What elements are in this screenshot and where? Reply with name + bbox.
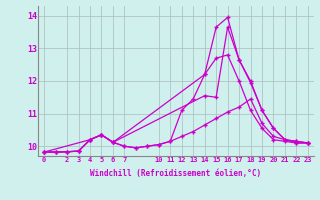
X-axis label: Windchill (Refroidissement éolien,°C): Windchill (Refroidissement éolien,°C) xyxy=(91,169,261,178)
